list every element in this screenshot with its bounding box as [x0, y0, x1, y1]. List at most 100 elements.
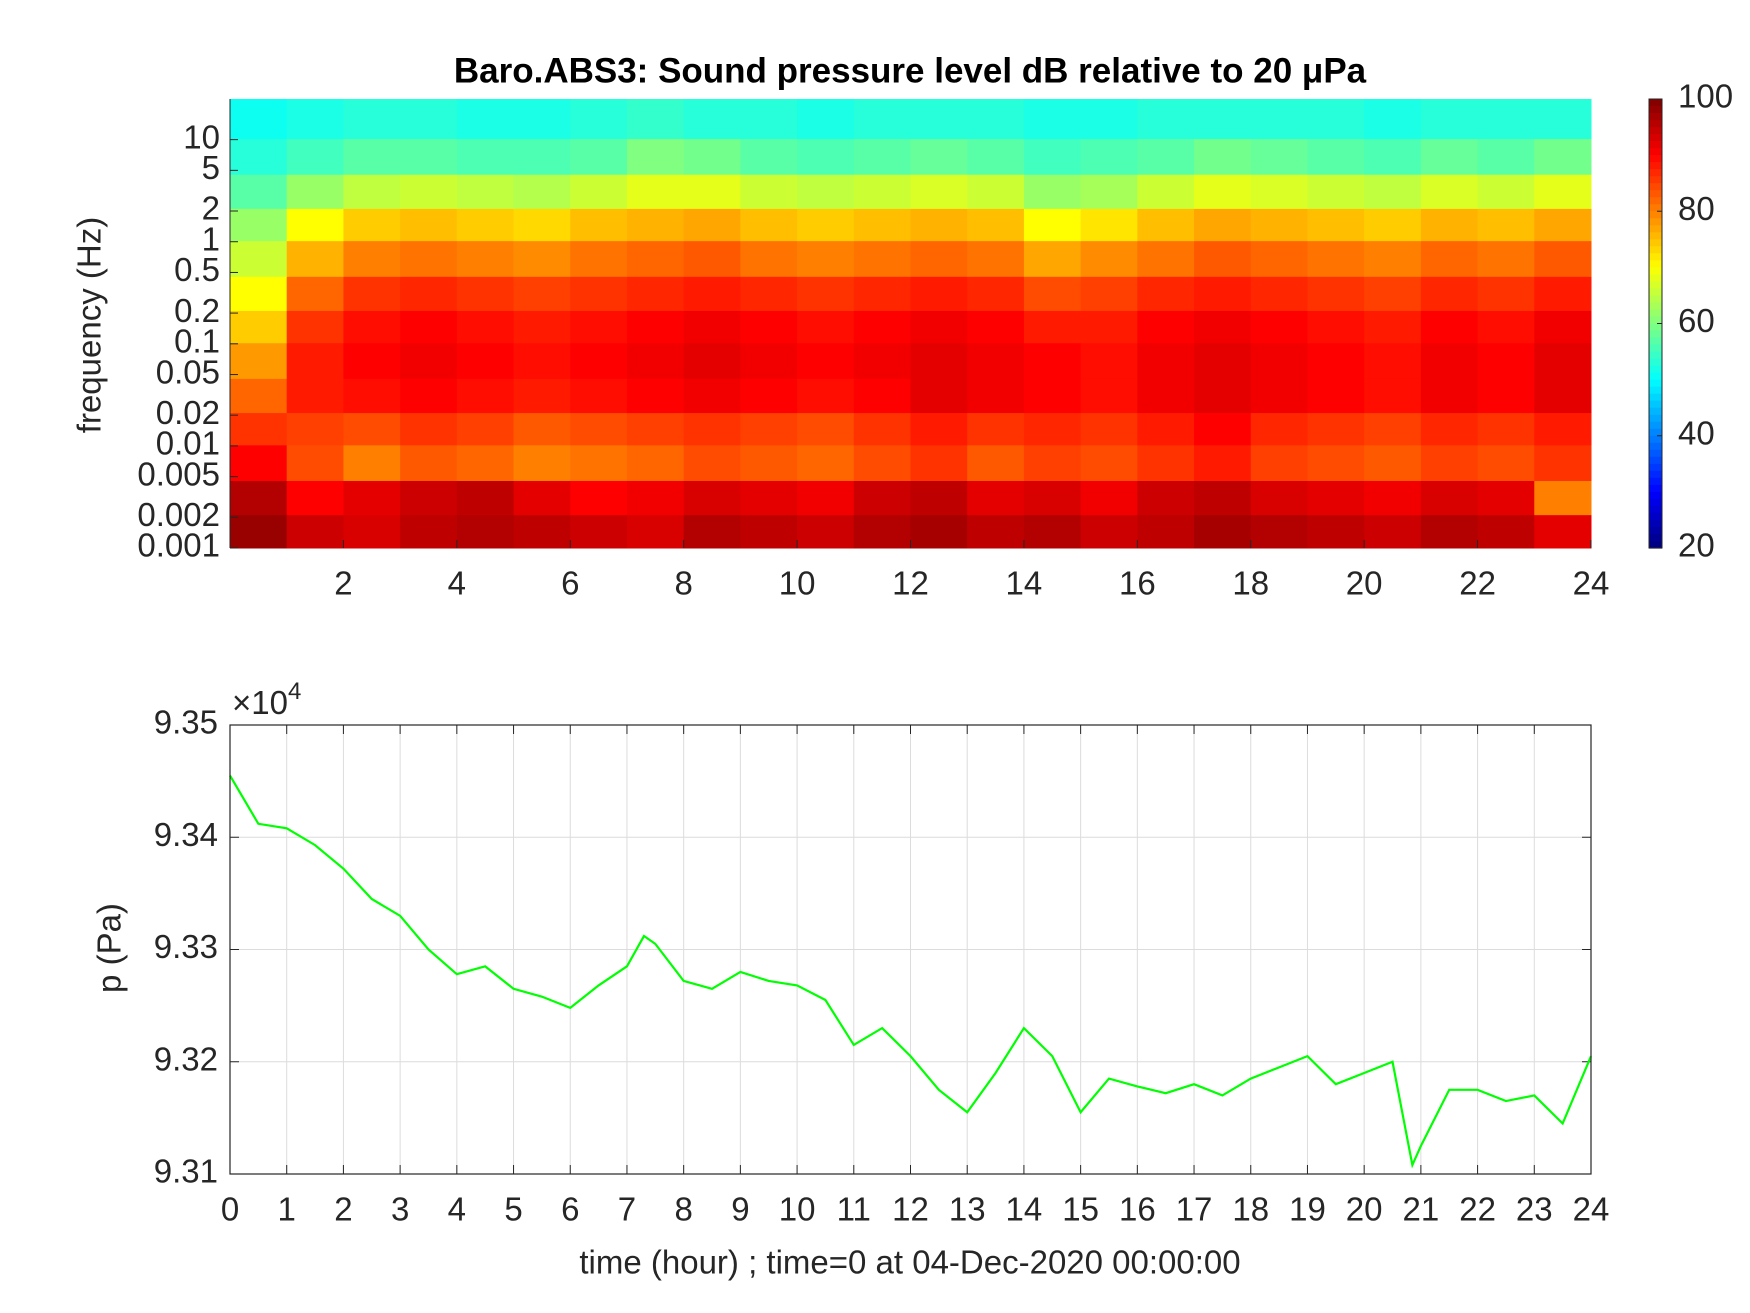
heatmap-cell: [683, 444, 741, 482]
colorbar-segment: [1649, 491, 1662, 500]
heatmap-cell: [343, 99, 401, 140]
x-tick-label: 6: [561, 1191, 579, 1228]
heatmap-cell: [1023, 99, 1082, 140]
heatmap-cell: [456, 378, 515, 414]
heatmap-cell: [1534, 174, 1592, 209]
y-tick-label: 0.002: [137, 496, 220, 533]
heatmap-cell: [400, 174, 458, 209]
colorbar-segment: [1649, 372, 1662, 381]
y-tick-label: 9.35: [154, 704, 218, 741]
heatmap-cell: [1307, 412, 1365, 446]
x-tick-label: 18: [1232, 565, 1269, 602]
heatmap-cell: [1137, 342, 1195, 379]
heatmap-cell: [1194, 174, 1252, 209]
heatmap-cell: [570, 412, 628, 446]
heatmap-cell: [683, 310, 741, 344]
colorbar-segment: [1649, 393, 1662, 402]
heatmap-cell: [343, 138, 401, 175]
colorbar-segment: [1649, 414, 1662, 423]
heatmap-cell: [400, 514, 458, 549]
heatmap-cell: [343, 342, 401, 379]
heatmap-cell: [1194, 514, 1252, 549]
heatmap-cell: [1080, 378, 1138, 414]
colorbar-segment: [1649, 484, 1662, 493]
colorbar-segment: [1649, 253, 1662, 261]
chart-title: Baro.ABS3: Sound pressure level dB relat…: [454, 51, 1367, 90]
heatmap-cell: [343, 378, 401, 414]
heatmap-cell: [570, 138, 628, 175]
heatmap-cell: [1477, 208, 1535, 242]
heatmap-cell: [1534, 208, 1592, 242]
heatmap-cell: [1137, 514, 1195, 549]
heatmap-cell: [967, 310, 1025, 344]
heatmap-cell: [513, 276, 571, 311]
heatmap-cell: [1194, 138, 1252, 175]
heatmap-cell: [230, 480, 288, 516]
heatmap-cell: [1137, 276, 1195, 311]
heatmap-cell: [1420, 412, 1479, 446]
heatmap-cell: [343, 412, 401, 446]
heatmap-cell: [1420, 174, 1479, 209]
heatmap-cell: [1534, 240, 1592, 277]
y-tick-label: 9.34: [154, 816, 218, 853]
heatmap-cell: [1250, 378, 1308, 414]
heatmap-cell: [1364, 276, 1422, 311]
heatmap-cell: [853, 378, 911, 414]
heatmap-cell: [1080, 276, 1138, 311]
heatmap-cell: [1250, 99, 1308, 140]
heatmap-cell: [1364, 240, 1422, 277]
heatmap-cell: [343, 444, 401, 482]
heatmap-cell: [853, 208, 911, 242]
heatmap-cell: [797, 412, 855, 446]
y-tick-label: 10: [183, 118, 220, 155]
heatmap-cell: [1080, 480, 1138, 516]
heatmap-cell: [740, 378, 798, 414]
heatmap-cell: [1420, 99, 1479, 140]
colorbar-segment: [1649, 316, 1662, 325]
heatmap-cell: [853, 310, 911, 344]
heatmap-cell: [626, 480, 685, 516]
heatmap-cell: [570, 276, 628, 311]
heatmap-cell: [343, 208, 401, 242]
heatmap-cell: [1080, 444, 1138, 482]
colorbar-segment: [1649, 295, 1662, 304]
x-tick-label: 2: [334, 1191, 352, 1228]
x-tick-label: 10: [779, 565, 816, 602]
heatmap-cell: [1364, 310, 1422, 344]
heatmap-cell: [1364, 174, 1422, 209]
axes-box: [229, 724, 1592, 1175]
heatmap-cell: [1477, 240, 1535, 277]
heatmap-cell: [230, 99, 288, 140]
heatmap-cell: [1534, 378, 1592, 414]
colorbar-segment: [1649, 365, 1662, 374]
heatmap-cell: [1477, 444, 1535, 482]
heatmap-cell: [513, 412, 571, 446]
heatmap-cell: [1364, 378, 1422, 414]
colorbar-tick-label: 20: [1678, 527, 1715, 564]
heatmap-cell: [1137, 174, 1195, 209]
heatmap-cell: [740, 138, 798, 175]
heatmap-cell: [967, 174, 1025, 209]
heatmap-cell: [1137, 138, 1195, 175]
heatmap-cell: [1364, 99, 1422, 140]
heatmap-cell: [513, 514, 571, 549]
heatmap-cell: [570, 240, 628, 277]
x-tick-label: 5: [504, 1191, 522, 1228]
colorbar-segment: [1649, 400, 1662, 409]
heatmap-cell: [570, 480, 628, 516]
heatmap-cell: [456, 138, 515, 175]
heatmap-cell: [1420, 208, 1479, 242]
colorbar-segment: [1649, 533, 1662, 542]
y-tick-label: 0.2: [174, 292, 220, 329]
heatmap-cell: [797, 310, 855, 344]
heatmap-cell: [1420, 444, 1479, 482]
y-axis-label: frequency (Hz): [71, 217, 108, 433]
heatmap-cell: [286, 412, 344, 446]
heatmap-cell: [1194, 208, 1252, 242]
heatmap-cell: [1023, 514, 1082, 549]
colorbar-segment: [1649, 239, 1662, 247]
heatmap-cell: [1250, 138, 1308, 175]
heatmap-cell: [400, 138, 458, 175]
heatmap-cell: [570, 174, 628, 209]
heatmap-cell: [1250, 174, 1308, 209]
